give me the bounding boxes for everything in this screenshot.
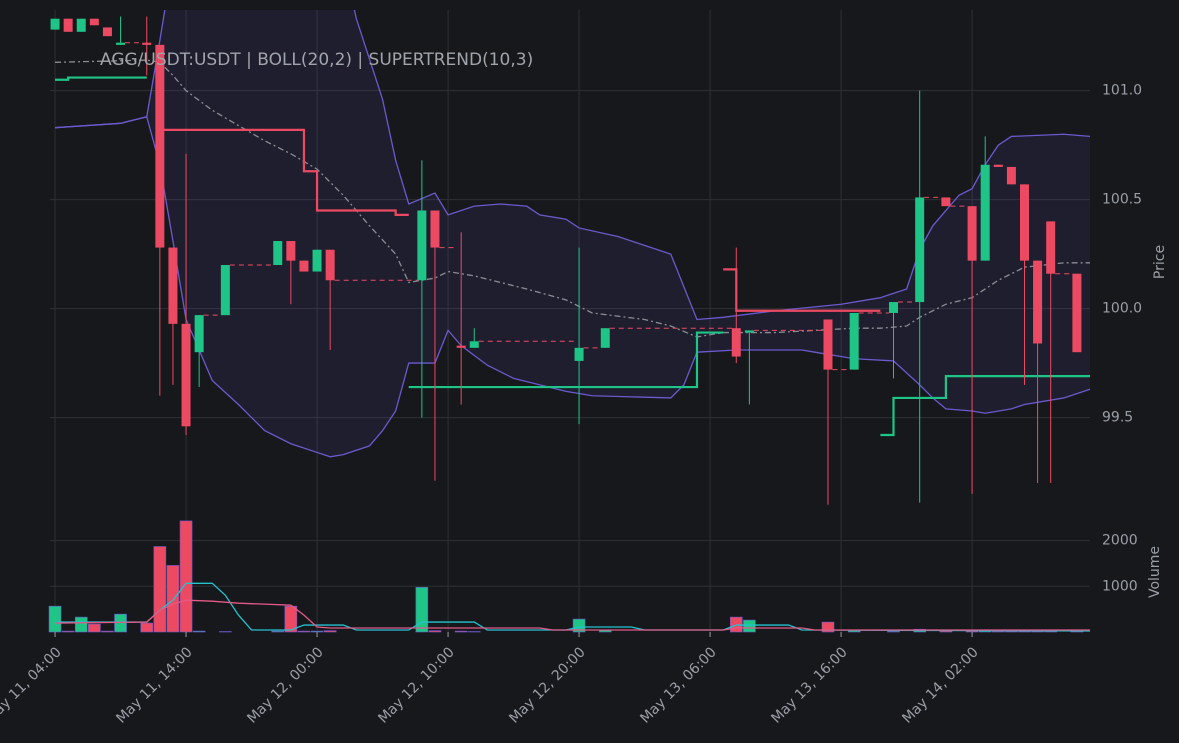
volume-bar: [297, 630, 311, 633]
chart-title: AGG/USDT:USDT | BOLL(20,2) | SUPERTREND(…: [100, 50, 533, 70]
price-panel: [50, 10, 1091, 505]
candle-body: [980, 164, 990, 261]
candle-body: [194, 315, 204, 353]
candle-body: [823, 319, 833, 370]
band-line: [55, 59, 1090, 338]
volume-bar: [61, 630, 75, 633]
candle-body: [744, 330, 754, 333]
candle-body: [63, 18, 73, 32]
candle-body: [181, 323, 191, 427]
y-axis-title: Price: [1152, 245, 1168, 279]
candle-body: [469, 341, 479, 348]
candle-body: [155, 44, 165, 248]
candle-body: [1033, 260, 1043, 344]
candle-body: [1072, 273, 1082, 353]
candle-body: [50, 18, 60, 30]
candle-body: [417, 210, 427, 281]
candle-body: [1019, 184, 1029, 261]
volume-bar: [454, 630, 468, 633]
candle-body: [102, 27, 112, 37]
candle-body: [273, 241, 283, 265]
volume-bar: [179, 520, 193, 633]
volume-bar: [310, 630, 324, 633]
candle-body: [325, 249, 335, 281]
candle-body: [456, 345, 466, 348]
candle-body: [220, 265, 230, 316]
volume-bar: [887, 630, 900, 633]
volume-bar: [743, 619, 756, 633]
candle-body: [600, 328, 610, 348]
candle-body: [1006, 166, 1016, 185]
volume-ma-line: [55, 599, 1090, 631]
candle-body: [168, 247, 178, 324]
volume-bar: [114, 613, 127, 633]
candle-body: [888, 302, 898, 313]
volume-bar: [192, 630, 206, 633]
volume-panel: [48, 520, 1091, 633]
candle-body: [915, 197, 925, 303]
volume-bar: [88, 623, 101, 633]
y-tick-label: 101.0: [1102, 83, 1142, 99]
candle-body: [1046, 221, 1056, 274]
volume-bar: [166, 565, 180, 633]
volume-bar: [153, 546, 167, 633]
y2-tick-label: 1000: [1102, 578, 1138, 594]
volume-bar: [101, 630, 114, 633]
candle-body: [299, 260, 309, 272]
y-tick-label: 100.0: [1102, 301, 1142, 317]
candle-body: [967, 206, 977, 261]
y-tick-label: 99.5: [1102, 410, 1133, 426]
candle-body: [731, 328, 741, 357]
candle-body: [89, 18, 99, 26]
volume-bar: [48, 605, 62, 633]
volume-bar: [284, 605, 298, 633]
y-tick-label: 100.5: [1102, 192, 1142, 208]
volume-bar: [74, 616, 88, 633]
candle-body: [430, 210, 440, 248]
volume-bar: [415, 586, 429, 633]
band-line: [54, 116, 1091, 458]
candle-body: [849, 312, 859, 370]
candle-body: [76, 18, 86, 32]
candle-body: [142, 42, 152, 45]
candle-body: [941, 197, 951, 207]
y2-axis-title: Volume: [1147, 546, 1163, 598]
candle-body: [286, 241, 296, 261]
y2-tick-label: 2000: [1102, 533, 1138, 549]
candle-body: [116, 42, 126, 45]
volume-bar: [428, 630, 442, 633]
candle-body: [312, 249, 322, 272]
band-line: [54, 10, 1091, 321]
volume-bar: [323, 630, 337, 633]
candle-body: [993, 164, 1003, 167]
volume-bar: [140, 622, 154, 633]
volume-bar: [821, 621, 835, 633]
candle-body: [574, 347, 584, 361]
volume-bar: [271, 630, 285, 633]
